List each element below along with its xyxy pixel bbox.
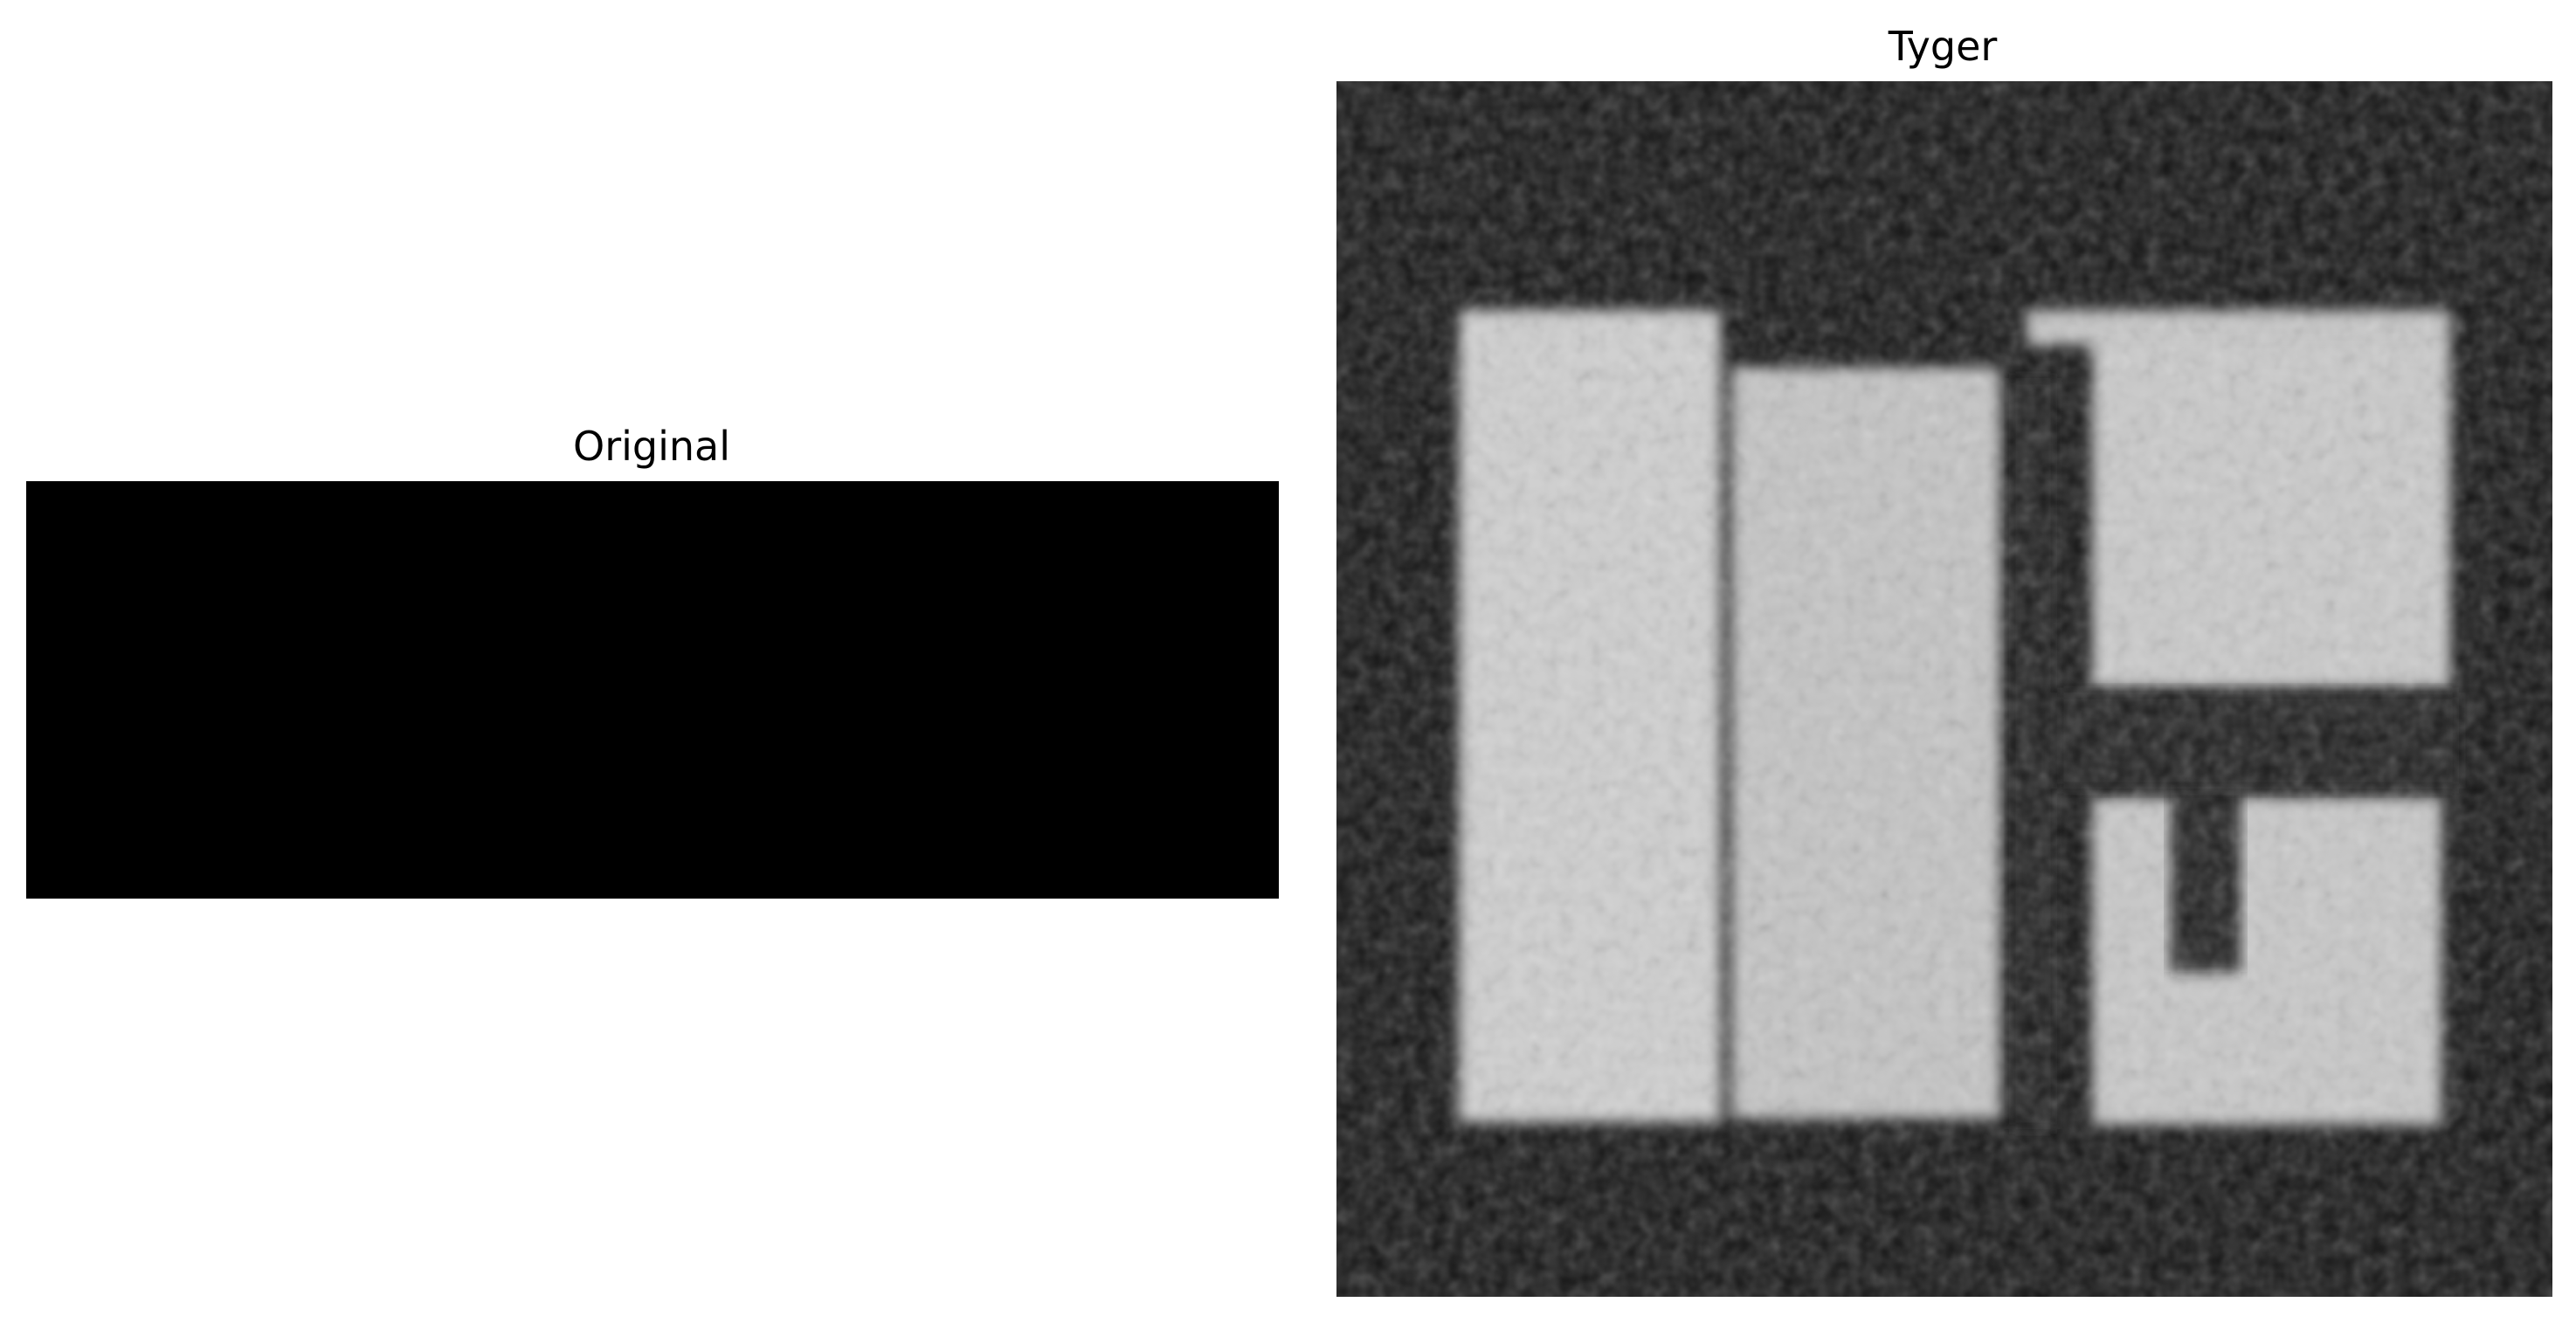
original-panel-title: Original: [572, 423, 731, 470]
dark-gap-vertical: [2009, 378, 2057, 1129]
dark-gap-horizontal: [2057, 693, 2459, 789]
tyger-shapes: [1459, 310, 2450, 1125]
bright-block-left: [1459, 310, 1721, 1122]
bright-block-bottom-right: [2092, 797, 2441, 1125]
tyger-image: [1336, 81, 2552, 1297]
dark-notch: [2171, 780, 2241, 972]
bright-block-top-right-cap: [2027, 310, 2450, 345]
original-image-fill: [26, 481, 1279, 899]
original-image: [26, 481, 1279, 899]
bright-block-middle: [1731, 368, 2000, 1119]
bright-block-top-right: [2092, 343, 2450, 688]
tyger-panel-title: Tyger: [1888, 23, 1998, 70]
noise-overlay: [1336, 81, 2552, 1297]
